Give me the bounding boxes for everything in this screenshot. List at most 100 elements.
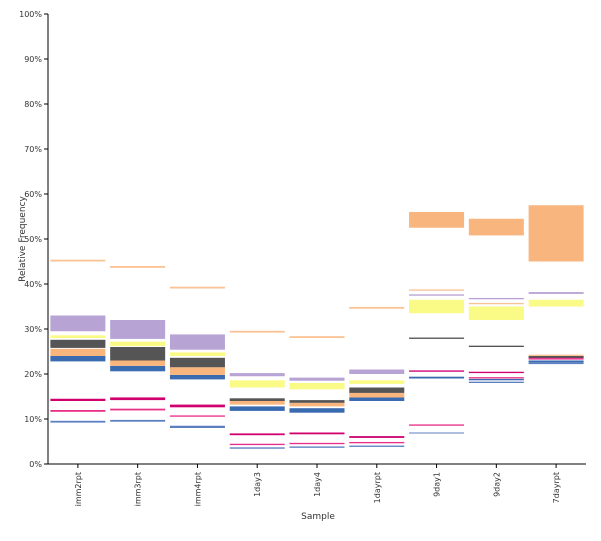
y-tick-label: 90% [24,55,42,64]
y-tick-label: 70% [24,145,42,154]
bar-segment-dark-gray [50,339,106,348]
y-tick-label: 20% [24,370,42,379]
bar-segment-magenta [110,397,166,401]
bar-segment-blue-thin [110,419,166,422]
bar-segment-blue-thin [229,447,285,449]
x-tick-label: 9day1 [433,472,442,497]
bar-segment-yellow [528,299,584,307]
bar-segment-peach-thin [50,259,106,262]
bar-segment-peach [110,360,166,366]
bar-segment-lavender [110,320,166,339]
bar-segment-blue-thin [468,381,524,383]
bar-segment-yellow [50,335,106,338]
bar-segment-magenta [169,404,225,408]
bar-segment-magenta-thin [169,415,225,417]
bar-segment-magenta-thin [528,358,584,360]
bar-segment-blue-thin [50,420,106,423]
bar-segment-steel-blue [528,360,584,363]
bar-segment-steel-blue [169,374,225,380]
bar-segment-magenta-thin [468,377,524,379]
bar-segment-steel-blue [110,365,166,372]
y-tick-label: 100% [19,10,42,19]
y-tick-label: 0% [29,460,42,469]
x-tick-label: imm2rpt [74,472,83,506]
bar-segment-peach-thin [349,306,405,309]
bar-segment-steel-blue [468,378,524,381]
bar-segment-peach-thin [289,336,345,338]
bar-segment-magenta [50,398,106,401]
bar-segment-blue-thin [349,445,405,447]
x-tick-label: imm4rpt [193,472,202,506]
bar-segment-magenta [229,433,285,436]
bar-segment-peach [528,205,584,262]
bar-segment-yellow [409,299,465,314]
bar-segment-magenta [409,370,465,372]
bar-segment-peach [169,367,225,375]
bar-segment-dark-gray [349,387,405,393]
bar-segment-peach-thin [468,302,524,305]
bar-segment-dark-gray [409,337,465,339]
bar-segment-peach-thin [528,354,584,356]
bar-segment-lavender [229,373,285,377]
bar-segment-magenta-thin [229,443,285,446]
bar-segment-magenta-thin [50,410,106,412]
y-tick-label: 80% [24,100,42,109]
bar-segment-lavender [50,315,106,332]
bar-segment-dark-gray [528,356,584,358]
bar-segment-peach [50,348,106,356]
bar-segment-magenta [349,436,405,438]
x-tick-label: 1day3 [253,472,262,497]
bar-segment-peach-thin [409,289,465,291]
y-axis-title: Relative Frequency [18,196,28,282]
bar-segment-peach [468,218,524,236]
bar-segment-blue-thin [409,432,465,434]
bar-segment-magenta-thin [349,441,405,444]
bar-segment-dark-gray [289,400,345,403]
bar-segment-peach-thin [110,266,166,268]
bar-segment-yellow [229,380,285,388]
bar-segment-yellow [169,352,225,356]
bar-segment-lavender [528,292,584,294]
bar-segment-steel-blue [409,376,465,379]
y-tick-label: 30% [24,325,42,334]
bar-segment-steel-blue [289,408,345,413]
bar-segment-steel-blue [349,397,405,401]
bar-segment-peach [409,212,465,228]
bar-segment-dark-gray [169,357,225,368]
bar-segment-steel-blue [50,356,106,362]
bar-segment-peach-thin [229,330,285,333]
bar-segment-lavender [409,294,465,296]
bar-segment-dark-gray [110,347,166,361]
x-tick-label: imm3rpt [134,472,143,506]
y-tick-label: 50% [24,235,42,244]
bar-segment-peach [289,402,345,407]
x-axis-ticks: imm2rpt imm3rpt imm4rpt 1day3 1day4 1dayrpt 9d… [74,464,561,506]
bar-segment-blue-thin [528,362,584,365]
x-tick-label: 9day2 [492,472,501,497]
bar-segment-magenta [468,371,524,374]
x-tick-label: 1dayrpt [373,472,382,503]
bar-segment-lavender [468,297,524,300]
x-axis-title: Sample [301,512,335,522]
bar-segment-magenta-thin [409,424,465,426]
y-axis-ticks: 0% 10% 20% 30% 40% 50% 60% 70% 80% 90% 100% [19,10,48,469]
bar-segment-magenta [289,432,345,435]
x-tick-label: 7dayrpt [552,472,561,503]
bar-segment-yellow [349,380,405,384]
bar-segments [50,205,584,449]
bar-segment-blue-thin [169,425,225,428]
bar-segment-lavender [289,377,345,381]
bar-segment-lavender [169,334,225,350]
bar-segment-peach [229,401,285,405]
bar-segment-lavender [349,369,405,374]
y-tick-label: 40% [24,280,42,289]
bar-segment-yellow [289,383,345,390]
bar-segment-peach-thin [169,286,225,289]
bar-segment-yellow [110,341,166,347]
bar-segment-magenta-thin [289,442,345,445]
bar-segment-dark-gray [468,345,524,347]
bar-segment-yellow [468,306,524,320]
bar-segment-steel-blue [229,406,285,411]
bar-segment-blue-thin [289,446,345,448]
